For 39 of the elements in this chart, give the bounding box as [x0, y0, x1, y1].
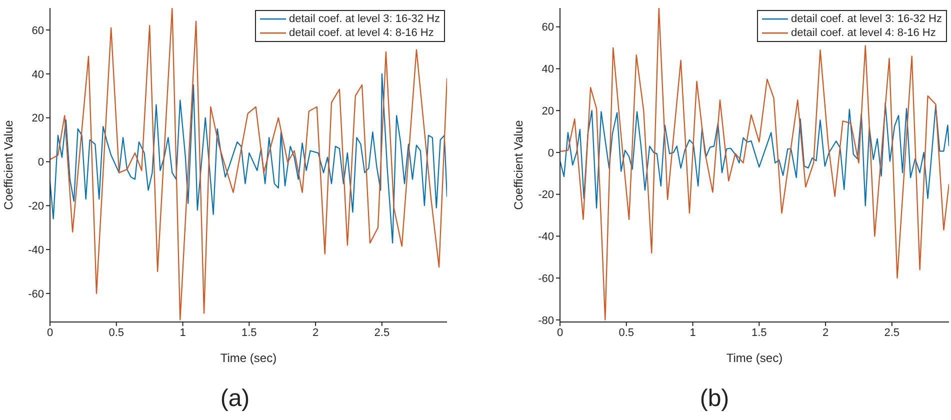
y-tick-label: -20	[28, 200, 44, 213]
y-tick-label: 60	[32, 24, 44, 37]
text: (a)	[219, 385, 251, 413]
y-axis-title: Coefficient Value	[511, 120, 526, 210]
y-tick-label: 0	[38, 156, 44, 169]
line-series	[560, 102, 949, 208]
x-tick-label: 2.5	[884, 326, 900, 339]
x-axis-title: Time (sec)	[726, 351, 783, 365]
legend-label: detail coef. at level 4: 8-16 Hz	[288, 26, 434, 40]
y-tick-label: -40	[538, 231, 554, 244]
x-tick-label: 0	[46, 326, 54, 339]
y-tick-label: -60	[538, 272, 554, 285]
x-tick-label: 1	[180, 326, 186, 339]
x-tick-label: 1	[690, 326, 696, 339]
x-axis-title: Time (sec)	[220, 351, 277, 365]
y-tick-label: 60	[542, 22, 554, 34]
legend-label: detail coef. at level 4: 8-16 Hz	[790, 26, 936, 40]
legend-label: detail coef. at level 3: 16-32 Hz	[790, 12, 942, 26]
x-tick-label: 1.5	[752, 326, 767, 339]
text: (b)	[698, 385, 730, 413]
y-tick-label: -20	[538, 189, 554, 202]
y-tick-label: -40	[28, 244, 44, 256]
y-tick-label: 40	[542, 64, 554, 76]
y-axis-title: Coefficient Value	[1, 120, 16, 210]
x-tick-label: 2	[822, 326, 829, 339]
x-tick-label: 2.5	[374, 326, 390, 339]
x-tick-label: 0	[556, 326, 564, 339]
y-tick-label: 0	[548, 147, 554, 160]
y-tick-label: 20	[542, 105, 554, 118]
y-tick-label: 20	[32, 112, 44, 125]
legend-label: detail coef. at level 3: 16-32 Hz	[288, 12, 440, 26]
y-tick-label: -80	[538, 314, 554, 327]
y-tick-label: 40	[32, 68, 44, 81]
y-tick-label: -60	[28, 288, 44, 300]
x-tick-label: 0.5	[108, 326, 124, 339]
x-tick-label: 1.5	[242, 326, 257, 339]
line-series	[50, 73, 447, 244]
x-tick-label: 2	[312, 326, 319, 339]
x-tick-label: 0.5	[618, 326, 634, 339]
